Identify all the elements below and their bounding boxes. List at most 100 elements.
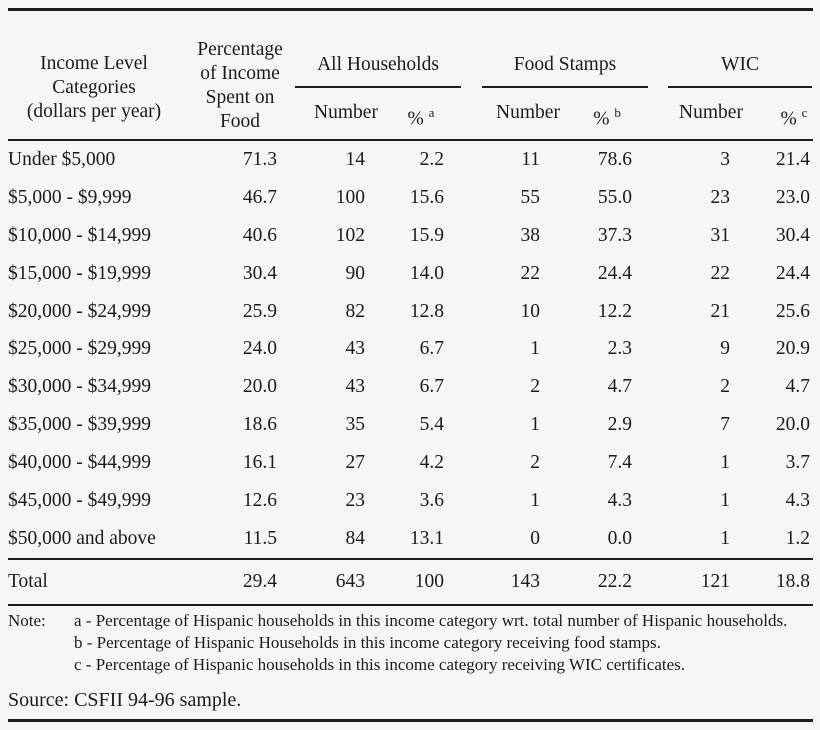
cell-pct-income-food: 12.6	[242, 489, 277, 511]
table-row: Under $5,000 71.3 14 2.2 11 78.6 3 21.4	[0, 141, 820, 179]
cell-all-households-number: 90	[345, 262, 366, 284]
cell-all-households-pct: 15.6	[409, 186, 444, 208]
cell-all-households-pct: 6.7	[419, 338, 444, 360]
wic-number-header: Number	[679, 102, 743, 123]
cell-all-households-pct: 15.9	[409, 224, 444, 246]
source-line: Source: CSFII 94-96 sample.	[8, 689, 242, 711]
cell-food-stamps-number: 1	[530, 414, 540, 436]
cell-all-households-number: 82	[345, 300, 366, 322]
footnote-ref-b: b	[614, 105, 621, 120]
header-line: Spent on	[205, 87, 275, 108]
cell-food-stamps-number: 1	[530, 489, 540, 511]
pct-income-spent-on-food-header: Percentage of Income Spent on Food	[180, 38, 300, 134]
cell-food-stamps-pct: 4.7	[607, 376, 632, 398]
pct-sign: %	[780, 108, 797, 130]
cell-food-stamps-pct: 2.3	[607, 338, 632, 360]
cell-food-stamps-pct: 55.0	[597, 186, 632, 208]
footnote-ref-a: a	[428, 105, 435, 120]
table-row: $40,000 - $44,999 16.1 27 4.2 2 7.4 1 3.7	[0, 444, 820, 482]
cell-all-households-pct: 100	[414, 571, 444, 592]
table-body: Under $5,000 71.3 14 2.2 11 78.6 3 21.4 $5,000 -…	[0, 141, 820, 558]
cell-all-households-pct: 6.7	[419, 376, 444, 398]
cell-food-stamps-number: 55	[520, 186, 541, 208]
cell-category: $15,000 - $19,999	[8, 262, 151, 284]
all-households-underline	[295, 86, 461, 88]
cell-all-households-pct: 13.1	[409, 527, 444, 549]
cell-category: $45,000 - $49,999	[8, 489, 151, 511]
cell-food-stamps-pct: 22.2	[597, 571, 632, 592]
cell-food-stamps-number: 22	[520, 262, 541, 284]
cell-wic-number: 3	[720, 148, 730, 170]
cell-food-stamps-pct: 7.4	[607, 452, 632, 474]
cell-food-stamps-pct: 37.3	[597, 224, 632, 246]
bottom-rule	[8, 719, 813, 722]
cell-category: $40,000 - $44,999	[8, 452, 151, 474]
table-row: $50,000 and above 11.5 84 13.1 0 0.0 1 1.2	[0, 520, 820, 558]
all-households-group-header: All Households	[317, 54, 439, 75]
cell-wic-pct: 4.3	[785, 489, 810, 511]
header-line: of Income	[200, 63, 280, 84]
cell-wic-pct: 4.7	[785, 376, 810, 398]
note-items: a - Percentage of Hispanic households in…	[74, 610, 814, 675]
cell-pct-income-food: 18.6	[242, 414, 277, 436]
footnote-b: b - Percentage of Hispanic Households in…	[74, 632, 661, 652]
cell-all-households-number: 84	[345, 527, 366, 549]
cell-wic-number: 1	[720, 489, 730, 511]
cell-food-stamps-pct: 12.2	[597, 300, 632, 322]
cell-wic-number: 9	[720, 338, 730, 360]
cell-pct-income-food: 24.0	[242, 338, 277, 360]
cell-wic-pct: 25.6	[775, 300, 810, 322]
pre-total-rule	[8, 558, 813, 560]
cell-all-households-pct: 5.4	[419, 414, 444, 436]
cell-wic-pct: 18.8	[775, 571, 810, 592]
cell-category: $25,000 - $29,999	[8, 338, 151, 360]
cell-all-households-number: 102	[335, 224, 365, 246]
wic-pct-header: % c	[764, 101, 820, 132]
cell-pct-income-food: 25.9	[242, 300, 277, 322]
table-row: $30,000 - $34,999 20.0 43 6.7 2 4.7 2 4.7	[0, 368, 820, 406]
table-row: $20,000 - $24,999 25.9 82 12.8 10 12.2 21 25.6	[0, 293, 820, 331]
cell-all-households-number: 27	[345, 452, 366, 474]
cell-food-stamps-pct: 2.9	[607, 414, 632, 436]
pct-sign: %	[593, 108, 610, 130]
cell-food-stamps-number: 38	[520, 224, 541, 246]
cell-wic-pct: 20.0	[775, 414, 810, 436]
cell-wic-pct: 20.9	[775, 338, 810, 360]
cell-food-stamps-number: 1	[530, 338, 540, 360]
cell-wic-pct: 23.0	[775, 186, 810, 208]
cell-all-households-number: 14	[345, 148, 366, 170]
food-stamps-underline	[482, 86, 648, 88]
cell-food-stamps-pct: 78.6	[597, 148, 632, 170]
cell-all-households-number: 43	[345, 376, 366, 398]
cell-wic-pct: 24.4	[775, 262, 810, 284]
cell-all-households-number: 23	[345, 489, 366, 511]
cell-category: $50,000 and above	[8, 527, 156, 549]
cell-category: $5,000 - $9,999	[8, 186, 132, 208]
cell-pct-income-food: 71.3	[242, 148, 277, 170]
wic-group-header: WIC	[721, 54, 759, 75]
footnote-ref-c: c	[801, 105, 808, 120]
cell-category: $10,000 - $14,999	[8, 224, 151, 246]
cell-food-stamps-number: 10	[520, 300, 541, 322]
cell-food-stamps-number: 0	[530, 527, 540, 549]
cell-wic-pct: 3.7	[785, 452, 810, 474]
cell-category: Total	[8, 571, 48, 592]
cell-pct-income-food: 29.4	[242, 571, 277, 592]
cell-pct-income-food: 46.7	[242, 186, 277, 208]
cell-wic-number: 1	[720, 527, 730, 549]
cell-wic-number: 21	[710, 300, 731, 322]
cell-category: Under $5,000	[8, 148, 116, 170]
food-stamps-pct-header: % b	[577, 101, 637, 132]
table-row: $45,000 - $49,999 12.6 23 3.6 1 4.3 1 4.3	[0, 482, 820, 520]
cell-pct-income-food: 11.5	[243, 527, 277, 549]
cell-category: $30,000 - $34,999	[8, 376, 151, 398]
cell-pct-income-food: 40.6	[242, 224, 277, 246]
cell-all-households-pct: 14.0	[409, 262, 444, 284]
cell-pct-income-food: 16.1	[242, 452, 277, 474]
income-level-categories-header: Income Level Categories (dollars per yea…	[8, 52, 180, 124]
note-label: Note:	[8, 611, 46, 630]
cell-wic-number: 1	[720, 452, 730, 474]
cell-all-households-pct: 3.6	[419, 489, 444, 511]
header-bottom-rule	[8, 139, 813, 141]
